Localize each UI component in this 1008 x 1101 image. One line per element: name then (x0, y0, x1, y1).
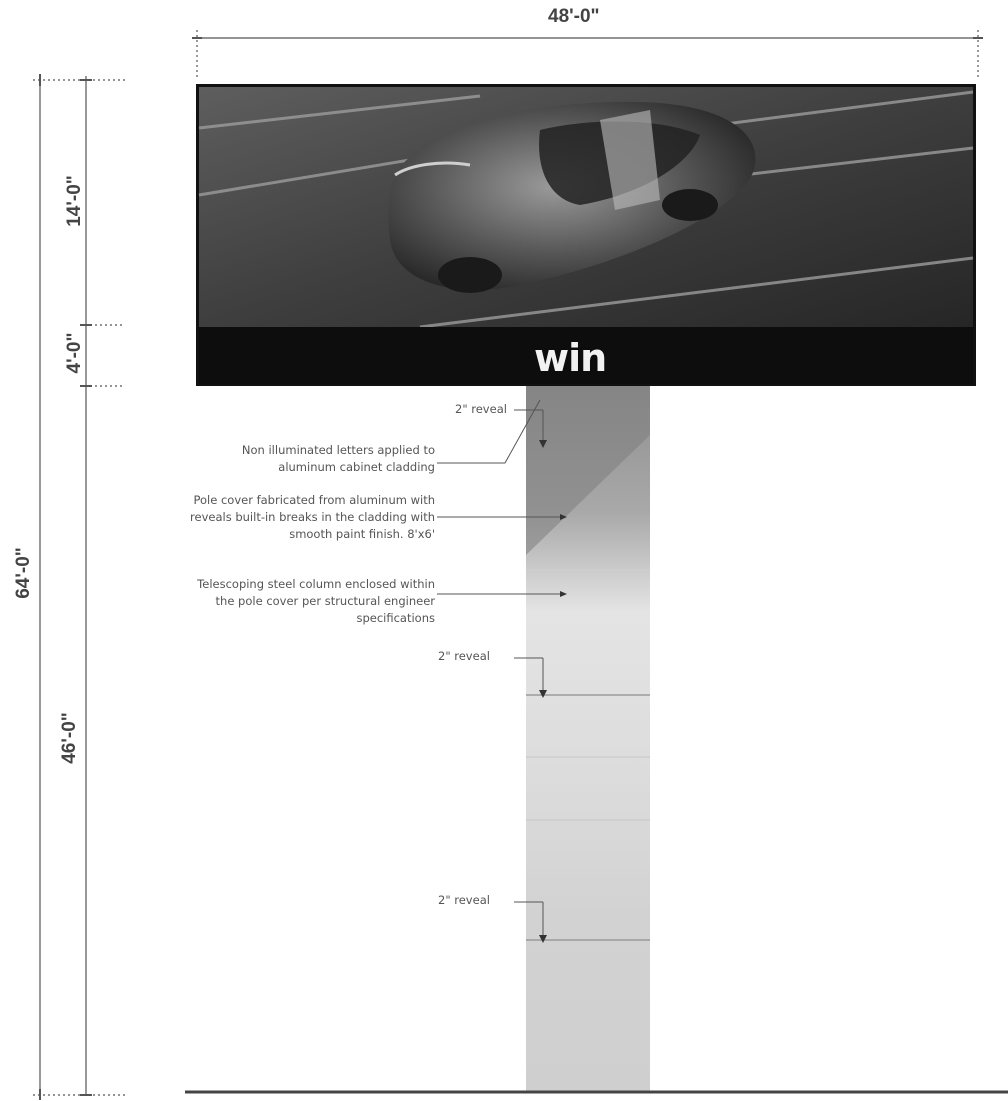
width-dimension-label: 48'-0" (548, 6, 600, 27)
note-line: smooth paint finish. 8'x6' (289, 527, 435, 541)
note-line: reveals built-in breaks in the cladding … (190, 510, 435, 524)
note-line: aluminum cabinet cladding (278, 460, 435, 474)
note-pole-cover: Pole cover fabricated from aluminum with… (95, 492, 435, 543)
callout-leaders (437, 399, 560, 935)
overall-height-label: 64'-0" (13, 547, 34, 599)
lower-band-height-label: 4'-0" (64, 332, 85, 374)
car-illustration (388, 101, 756, 293)
reveal-label-1: 2" reveal (455, 402, 507, 416)
reveal-label-2: 2" reveal (438, 649, 490, 663)
note-line: Telescoping steel column enclosed within (197, 577, 435, 591)
sign-logo: win (534, 336, 607, 380)
note-non-illuminated-letters: Non illuminated letters applied to alumi… (120, 442, 435, 476)
pole-cover (526, 386, 650, 1092)
reveal-label-3: 2" reveal (438, 893, 490, 907)
sign-face-height-label: 14'-0" (64, 175, 85, 227)
dimension-lines (33, 30, 983, 1100)
sign-cabinet (196, 84, 976, 386)
note-telescoping-column: Telescoping steel column enclosed within… (95, 576, 435, 627)
note-line: Non illuminated letters applied to (241, 443, 435, 457)
note-line: specifications (356, 611, 435, 625)
note-line: the pole cover per structural engineer (215, 594, 435, 608)
sign-lower-band (199, 327, 973, 384)
arrowheads (539, 440, 567, 943)
note-line: Pole cover fabricated from aluminum with (193, 493, 435, 507)
pole-height-label: 46'-0" (59, 712, 80, 764)
